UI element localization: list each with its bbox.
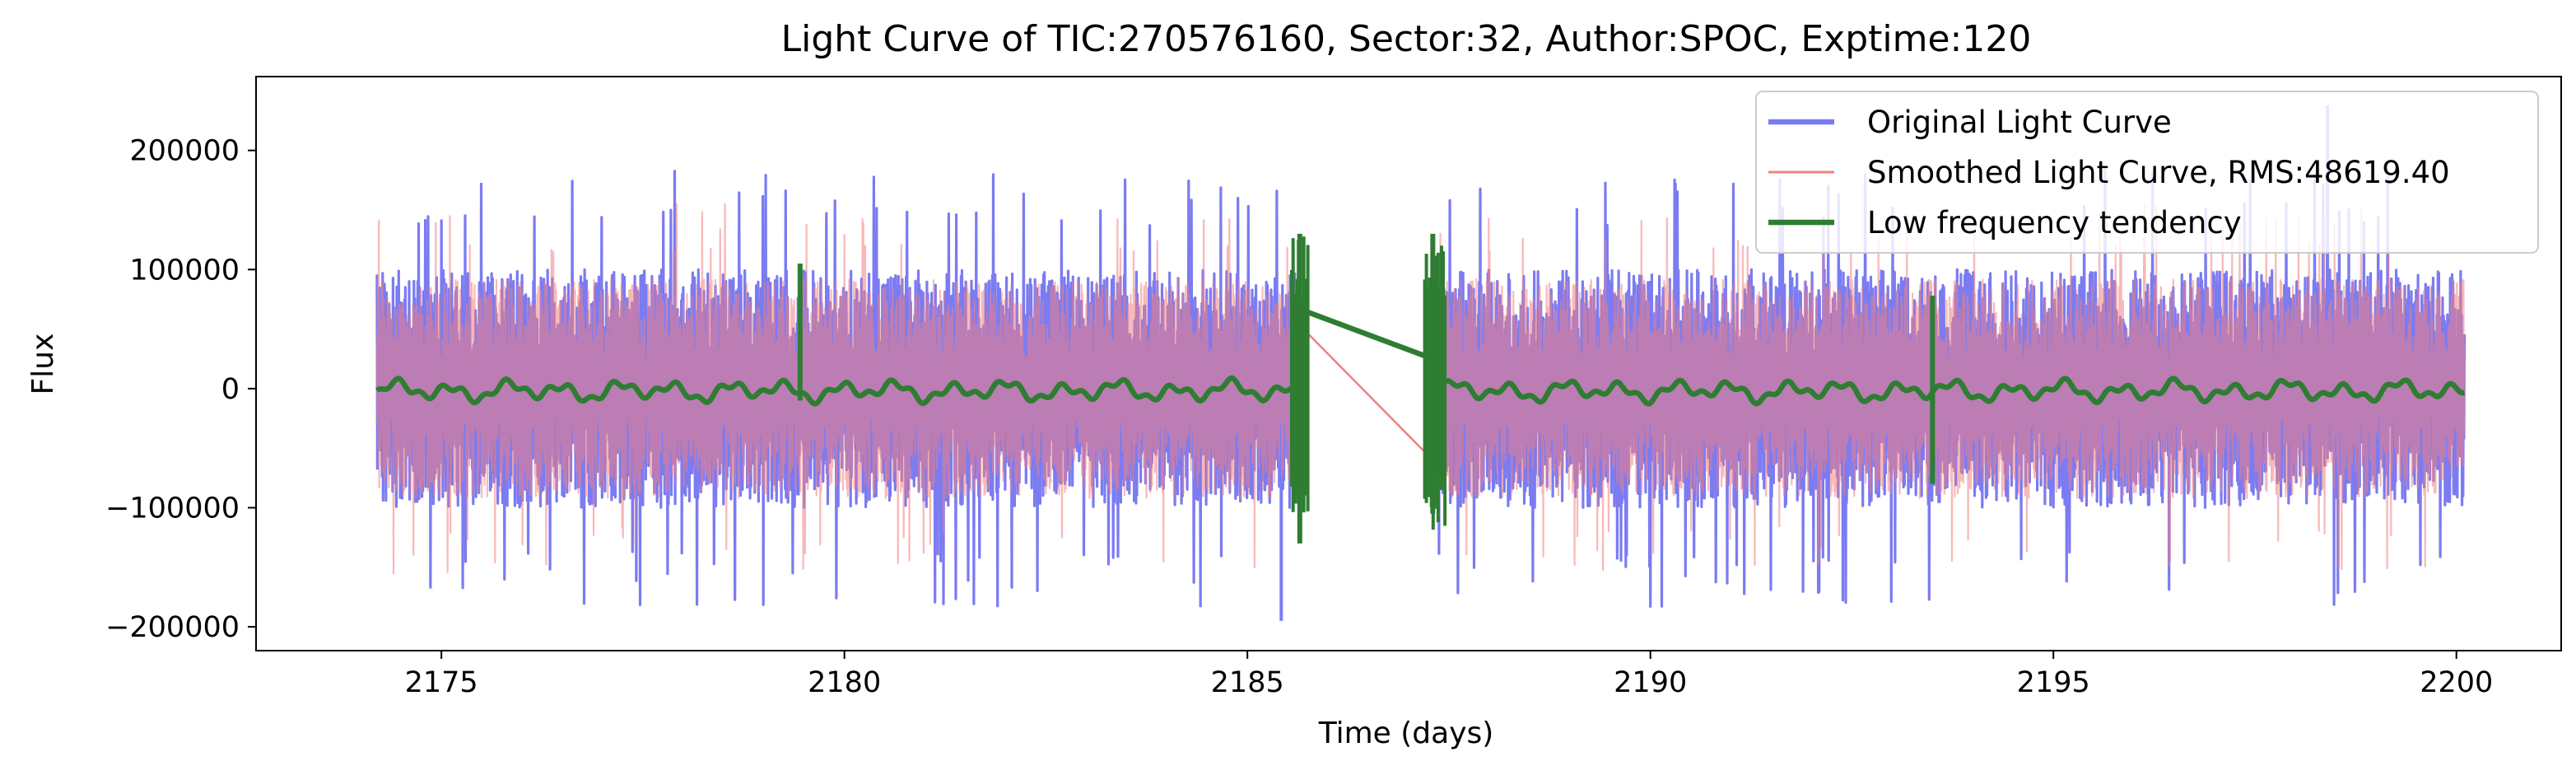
y-tick-label: 200000: [129, 135, 240, 168]
series-group: [375, 105, 2467, 621]
smoothed-curve-segment-2: [1432, 203, 2466, 572]
legend-label-2: Smoothed Light Curve, RMS:48619.40: [1867, 155, 2450, 190]
x-axis: 2175 2180 2185 2190 2195 2200: [405, 651, 2493, 699]
y-tick-label: 100000: [129, 254, 240, 287]
trend-curve-segment-2: [1434, 376, 2467, 407]
x-tick-label: 2185: [1211, 666, 1284, 699]
x-axis-label: Time (days): [1318, 717, 1494, 750]
smoothed-curve-segment-1: [375, 203, 1297, 575]
plot-area: [375, 105, 2467, 621]
x-tick-label: 2195: [2017, 666, 2090, 699]
x-tick-label: 2200: [2420, 666, 2493, 699]
chart-title: Light Curve of TIC:270576160, Sector:32,…: [781, 18, 2032, 60]
y-tick-label: −100000: [105, 492, 240, 525]
y-tick-label: 0: [221, 373, 240, 406]
x-tick-label: 2175: [405, 666, 478, 699]
trend-edge-cluster-2: [1423, 245, 1447, 530]
smoothed-curve-gap-bridge: [1291, 316, 1434, 461]
axes-frame: [255, 76, 2562, 651]
y-axis: −200000 −100000 0 100000 200000: [105, 135, 256, 644]
legend-label-1: Original Light Curve: [1867, 105, 2172, 140]
trend-curve-segment-1: [375, 375, 1293, 407]
y-axis-label: Flux: [26, 334, 60, 395]
legend-label-3: Low frequency tendency: [1867, 205, 2242, 240]
y-tick-label: −200000: [105, 611, 240, 644]
trend-gap-bridge: [1294, 305, 1434, 362]
trend-edge-cluster-1: [1290, 236, 1310, 515]
legend: Original Light Curve Smoothed Light Curve…: [1755, 91, 2539, 254]
x-tick-label: 2190: [1614, 666, 1687, 699]
legend-box: [1755, 91, 2539, 254]
x-tick-label: 2180: [808, 666, 881, 699]
